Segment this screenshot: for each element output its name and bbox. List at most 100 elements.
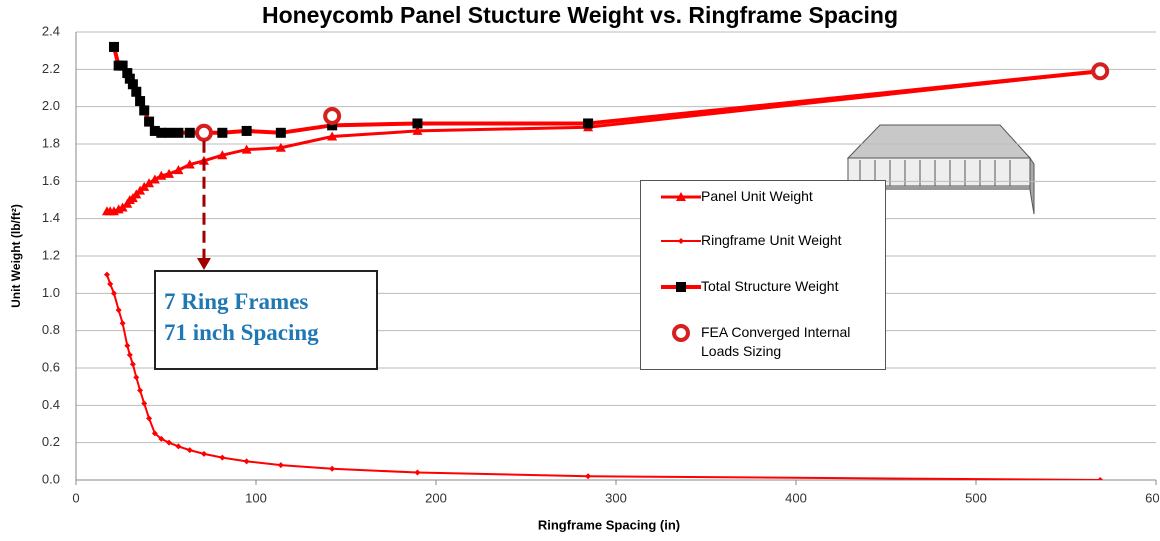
diamond-marker xyxy=(124,342,131,349)
legend-item: Panel Unit Weight xyxy=(645,187,861,207)
y-tick-label: 1.6 xyxy=(42,173,60,188)
diamond-marker xyxy=(166,439,173,446)
x-tick-label: 600 xyxy=(1145,490,1160,505)
square-marker xyxy=(139,105,150,116)
annotation-text: 7 Ring Frames xyxy=(164,289,309,314)
triangle-marker xyxy=(149,174,160,184)
diamond-marker xyxy=(243,458,250,465)
legend-swatch xyxy=(661,238,701,244)
y-tick-label: 0.0 xyxy=(42,471,60,486)
square-marker xyxy=(583,118,594,129)
y-tick-label: 0.2 xyxy=(42,434,60,449)
square-marker xyxy=(241,125,252,136)
arrow-head xyxy=(196,258,211,270)
diamond-marker xyxy=(585,473,592,480)
triangle-marker xyxy=(217,150,228,160)
y-tick-label: 1.8 xyxy=(42,135,60,150)
triangle-marker xyxy=(412,125,423,135)
diamond-marker xyxy=(126,351,133,358)
diamond-marker xyxy=(1097,477,1104,480)
diamond-marker xyxy=(141,400,148,407)
square-marker xyxy=(127,79,138,90)
diamond-marker xyxy=(110,290,117,297)
diamond-marker xyxy=(158,435,165,442)
diamond-marker xyxy=(137,387,144,394)
chart-title: Honeycomb Panel Stucture Weight vs. Ring… xyxy=(262,2,898,28)
legend-label: FEA Converged Internal Loads Sizing xyxy=(701,324,851,359)
legend-label: Panel Unit Weight xyxy=(701,188,813,204)
triangle-marker xyxy=(184,159,195,169)
diamond-marker xyxy=(115,307,122,314)
square-marker xyxy=(113,60,124,71)
square-marker xyxy=(327,120,338,131)
y-tick-label: 0.4 xyxy=(42,397,60,412)
square-marker xyxy=(156,127,167,138)
y-tick-label: 0.6 xyxy=(42,359,60,374)
triangle-marker xyxy=(164,168,175,178)
diamond-marker xyxy=(200,450,207,457)
legend: Panel Unit Weight Ringframe Unit Weight To… xyxy=(640,180,886,370)
diamond-marker xyxy=(119,320,126,327)
series-line xyxy=(112,46,1101,135)
legend-item: Total Structure Weight xyxy=(645,277,861,297)
circle-marker xyxy=(194,123,213,142)
legend-swatch xyxy=(661,282,701,292)
square-marker xyxy=(173,127,184,138)
x-tick-label: 300 xyxy=(605,490,627,505)
legend-swatch xyxy=(672,324,690,342)
diamond-marker xyxy=(133,374,140,381)
legend-label: Ringframe Unit Weight xyxy=(701,232,842,248)
y-axis-label: Unit Weight (lb/ft²) xyxy=(9,204,23,308)
circle-marker xyxy=(323,107,342,125)
plot-area xyxy=(101,41,1110,480)
x-tick-label: 0 xyxy=(72,490,79,505)
x-axis-label: Ringframe Spacing (in) xyxy=(538,517,680,532)
square-marker xyxy=(124,73,135,84)
y-tick-label: 1.4 xyxy=(42,210,60,225)
diamond-marker xyxy=(151,430,158,437)
diamond-marker xyxy=(103,271,110,278)
y-tick-label: 1.0 xyxy=(42,285,60,300)
diamond-marker xyxy=(277,462,284,469)
x-tick-label: 500 xyxy=(965,490,987,505)
diamond-marker xyxy=(175,443,182,450)
y-tick-label: 2.4 xyxy=(42,23,60,38)
y-tick-label: 2.0 xyxy=(42,98,60,113)
square-marker xyxy=(108,41,119,52)
square-marker xyxy=(149,125,160,136)
triangle-marker xyxy=(122,198,133,208)
square-marker xyxy=(275,127,286,138)
legend-swatch xyxy=(661,192,701,201)
square-marker xyxy=(131,86,142,97)
triangle-marker xyxy=(241,144,252,154)
x-tick-label: 100 xyxy=(245,490,267,505)
square-marker xyxy=(676,282,686,292)
legend-label: Total Structure Weight xyxy=(701,278,839,294)
diamond-marker xyxy=(329,465,336,472)
square-marker xyxy=(164,127,175,138)
diamond-marker xyxy=(107,281,114,287)
diamond-marker xyxy=(186,447,193,454)
triangle-marker xyxy=(101,206,112,216)
square-marker xyxy=(144,116,155,127)
square-marker xyxy=(135,96,146,107)
square-marker xyxy=(217,127,228,138)
triangle-marker xyxy=(144,178,155,188)
circle-marker xyxy=(1091,62,1110,81)
x-tick-label: 200 xyxy=(425,490,447,505)
annotation-text: 71 inch Spacing xyxy=(164,320,319,345)
square-marker xyxy=(122,68,133,79)
legend-item: FEA Converged Internal Loads Sizing xyxy=(645,323,861,361)
triangle-marker xyxy=(156,170,167,180)
diamond-marker xyxy=(678,238,684,244)
triangle-marker xyxy=(676,192,686,201)
diamond-marker xyxy=(146,415,153,422)
diamond-marker xyxy=(414,469,421,476)
y-tick-label: 1.2 xyxy=(42,247,60,262)
square-marker xyxy=(184,127,195,138)
y-tick-label: 0.8 xyxy=(42,322,60,337)
circle-marker xyxy=(672,324,690,342)
diamond-marker xyxy=(219,454,226,461)
